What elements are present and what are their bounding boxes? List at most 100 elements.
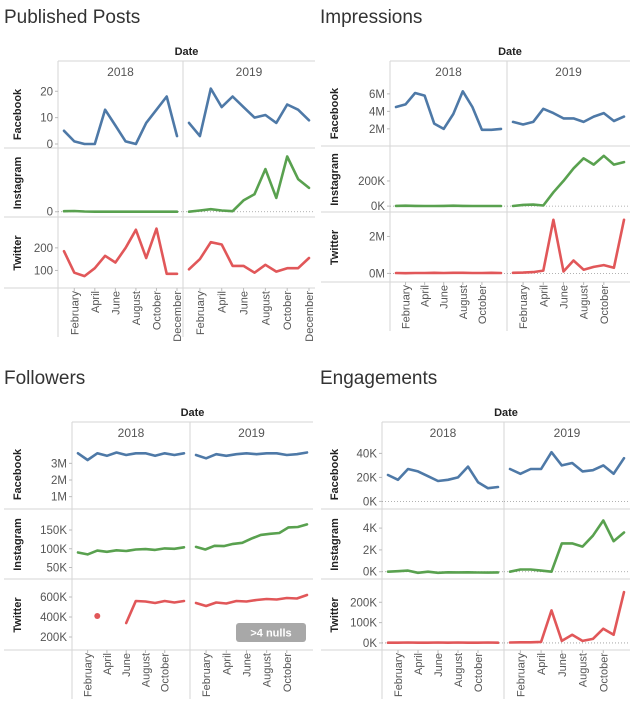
chart-title: Impressions bbox=[320, 7, 422, 28]
y-tick-label: 20 bbox=[40, 86, 53, 98]
x-tick-label: August bbox=[453, 653, 465, 687]
x-tick-label: August bbox=[131, 291, 143, 325]
x-tick-label: February bbox=[201, 653, 213, 698]
x-tick-label: October bbox=[477, 285, 489, 324]
y-tick-label: 1M bbox=[51, 492, 67, 504]
chart-title: Published Posts bbox=[4, 7, 140, 28]
y-tick-label: 4M bbox=[369, 106, 385, 118]
x-tick-label: December bbox=[172, 291, 184, 342]
row-label-twitter: Twitter bbox=[329, 229, 341, 265]
x-tick-label: June bbox=[433, 653, 445, 677]
y-tick-label: 10 bbox=[40, 113, 53, 125]
x-tick-label: October bbox=[473, 653, 485, 692]
y-tick-label: 0K bbox=[363, 638, 377, 650]
y-tick-label: 3M bbox=[51, 458, 67, 470]
x-tick-label: June bbox=[241, 653, 253, 677]
row-label-instagram: Instagram bbox=[329, 518, 341, 571]
x-tick-label: December bbox=[304, 291, 316, 342]
series-line-twitter-2018 bbox=[124, 599, 186, 625]
series-line-instagram-2018 bbox=[76, 545, 186, 556]
nulls-indicator-badge[interactable]: >4 nulls bbox=[236, 623, 306, 642]
x-tick-label: April bbox=[221, 653, 233, 675]
y-tick-label: 20K bbox=[357, 472, 378, 484]
series-line-facebook-2019 bbox=[508, 450, 626, 476]
series-line-facebook-2018 bbox=[386, 465, 500, 490]
data-point-twitter-2018 bbox=[94, 613, 101, 619]
x-tick-label: August bbox=[260, 291, 272, 325]
row-label-instagram: Instagram bbox=[329, 153, 341, 206]
x-tick-label: February bbox=[515, 653, 527, 698]
x-tick-label: April bbox=[102, 653, 114, 675]
chart-followers: Followers Date 2018 2019 Facebook 1M 2M 3M Insta… bbox=[4, 368, 313, 699]
x-tick-label: August bbox=[578, 653, 590, 687]
chart-impressions: Impressions Date 2018 2019 Facebook 2M 4M 6M Ins… bbox=[320, 7, 630, 331]
x-tick-label: August bbox=[579, 285, 591, 319]
x-tick-label: April bbox=[536, 653, 548, 675]
y-tick-label: 400K bbox=[40, 612, 67, 624]
x-tick-label: June bbox=[557, 653, 569, 677]
x-tick-label: April bbox=[420, 285, 432, 307]
series-line-instagram-2019 bbox=[194, 523, 309, 551]
y-tick-label: 100K bbox=[40, 544, 67, 556]
x-tick-label: June bbox=[439, 285, 451, 309]
series-line-facebook-2019 bbox=[511, 107, 626, 126]
x-tick-label: October bbox=[599, 285, 611, 324]
x-tick-label: February bbox=[518, 285, 530, 330]
row-label-instagram: Instagram bbox=[12, 518, 24, 571]
series-line-instagram-2018 bbox=[386, 569, 500, 575]
series-line-twitter-2019 bbox=[511, 218, 626, 275]
x-tick-label: April bbox=[90, 291, 102, 313]
x-tick-label: February bbox=[69, 291, 81, 336]
year-header: 2018 bbox=[435, 65, 462, 79]
year-header: 2019 bbox=[238, 426, 265, 440]
row-label-twitter: Twitter bbox=[12, 597, 24, 633]
series-line-instagram-2018 bbox=[62, 209, 179, 213]
row-label-facebook: Facebook bbox=[329, 448, 341, 500]
x-tick-label: October bbox=[282, 653, 294, 692]
y-tick-label: 100K bbox=[350, 618, 377, 630]
x-tick-label: February bbox=[195, 291, 207, 336]
x-tick-label: June bbox=[239, 291, 251, 315]
row-label-twitter: Twitter bbox=[329, 597, 341, 633]
y-tick-label: 2K bbox=[363, 545, 377, 557]
y-tick-label: 6M bbox=[369, 89, 385, 101]
nulls-indicator-label: >4 nulls bbox=[250, 628, 291, 640]
x-tick-label: August bbox=[262, 653, 274, 687]
column-header: Date bbox=[498, 46, 522, 58]
x-tick-label: October bbox=[282, 291, 294, 330]
year-header: 2019 bbox=[555, 65, 582, 79]
x-tick-label: April bbox=[538, 285, 550, 307]
series-line-instagram-2019 bbox=[187, 155, 311, 213]
y-tick-label: 0K bbox=[363, 496, 377, 508]
chart-engagements: Engagements Date 2018 2019 Facebook 0K 20K 40K I… bbox=[320, 368, 630, 699]
series-line-facebook-2019 bbox=[187, 87, 311, 138]
y-tick-label: 150K bbox=[40, 525, 67, 537]
x-tick-label: April bbox=[217, 291, 229, 313]
series-line-instagram-2019 bbox=[511, 154, 626, 208]
x-tick-label: October bbox=[151, 291, 163, 330]
year-header: 2019 bbox=[236, 65, 263, 79]
y-tick-label: 0K bbox=[363, 567, 377, 579]
chart-title: Followers bbox=[4, 368, 85, 389]
x-tick-label: August bbox=[140, 653, 152, 687]
series-line-facebook-2018 bbox=[76, 451, 186, 462]
x-tick-label: June bbox=[121, 653, 133, 677]
series-line-instagram-2019 bbox=[508, 519, 626, 574]
x-tick-label: February bbox=[83, 653, 95, 698]
y-tick-label: 0 bbox=[47, 139, 53, 151]
y-tick-label: 100 bbox=[34, 265, 53, 277]
y-tick-label: 2M bbox=[369, 124, 385, 136]
row-label-facebook: Facebook bbox=[329, 87, 341, 139]
x-tick-label: August bbox=[458, 285, 470, 319]
y-tick-label: 50K bbox=[47, 563, 68, 575]
series-line-facebook-2018 bbox=[62, 95, 179, 146]
year-header: 2019 bbox=[554, 426, 581, 440]
y-tick-label: 4K bbox=[363, 523, 377, 535]
y-tick-label: 200 bbox=[34, 243, 53, 255]
x-tick-label: October bbox=[160, 653, 172, 692]
row-label-facebook: Facebook bbox=[12, 448, 24, 500]
series-line-facebook-2018 bbox=[394, 90, 503, 132]
x-tick-label: April bbox=[413, 653, 425, 675]
column-header: Date bbox=[181, 407, 205, 419]
